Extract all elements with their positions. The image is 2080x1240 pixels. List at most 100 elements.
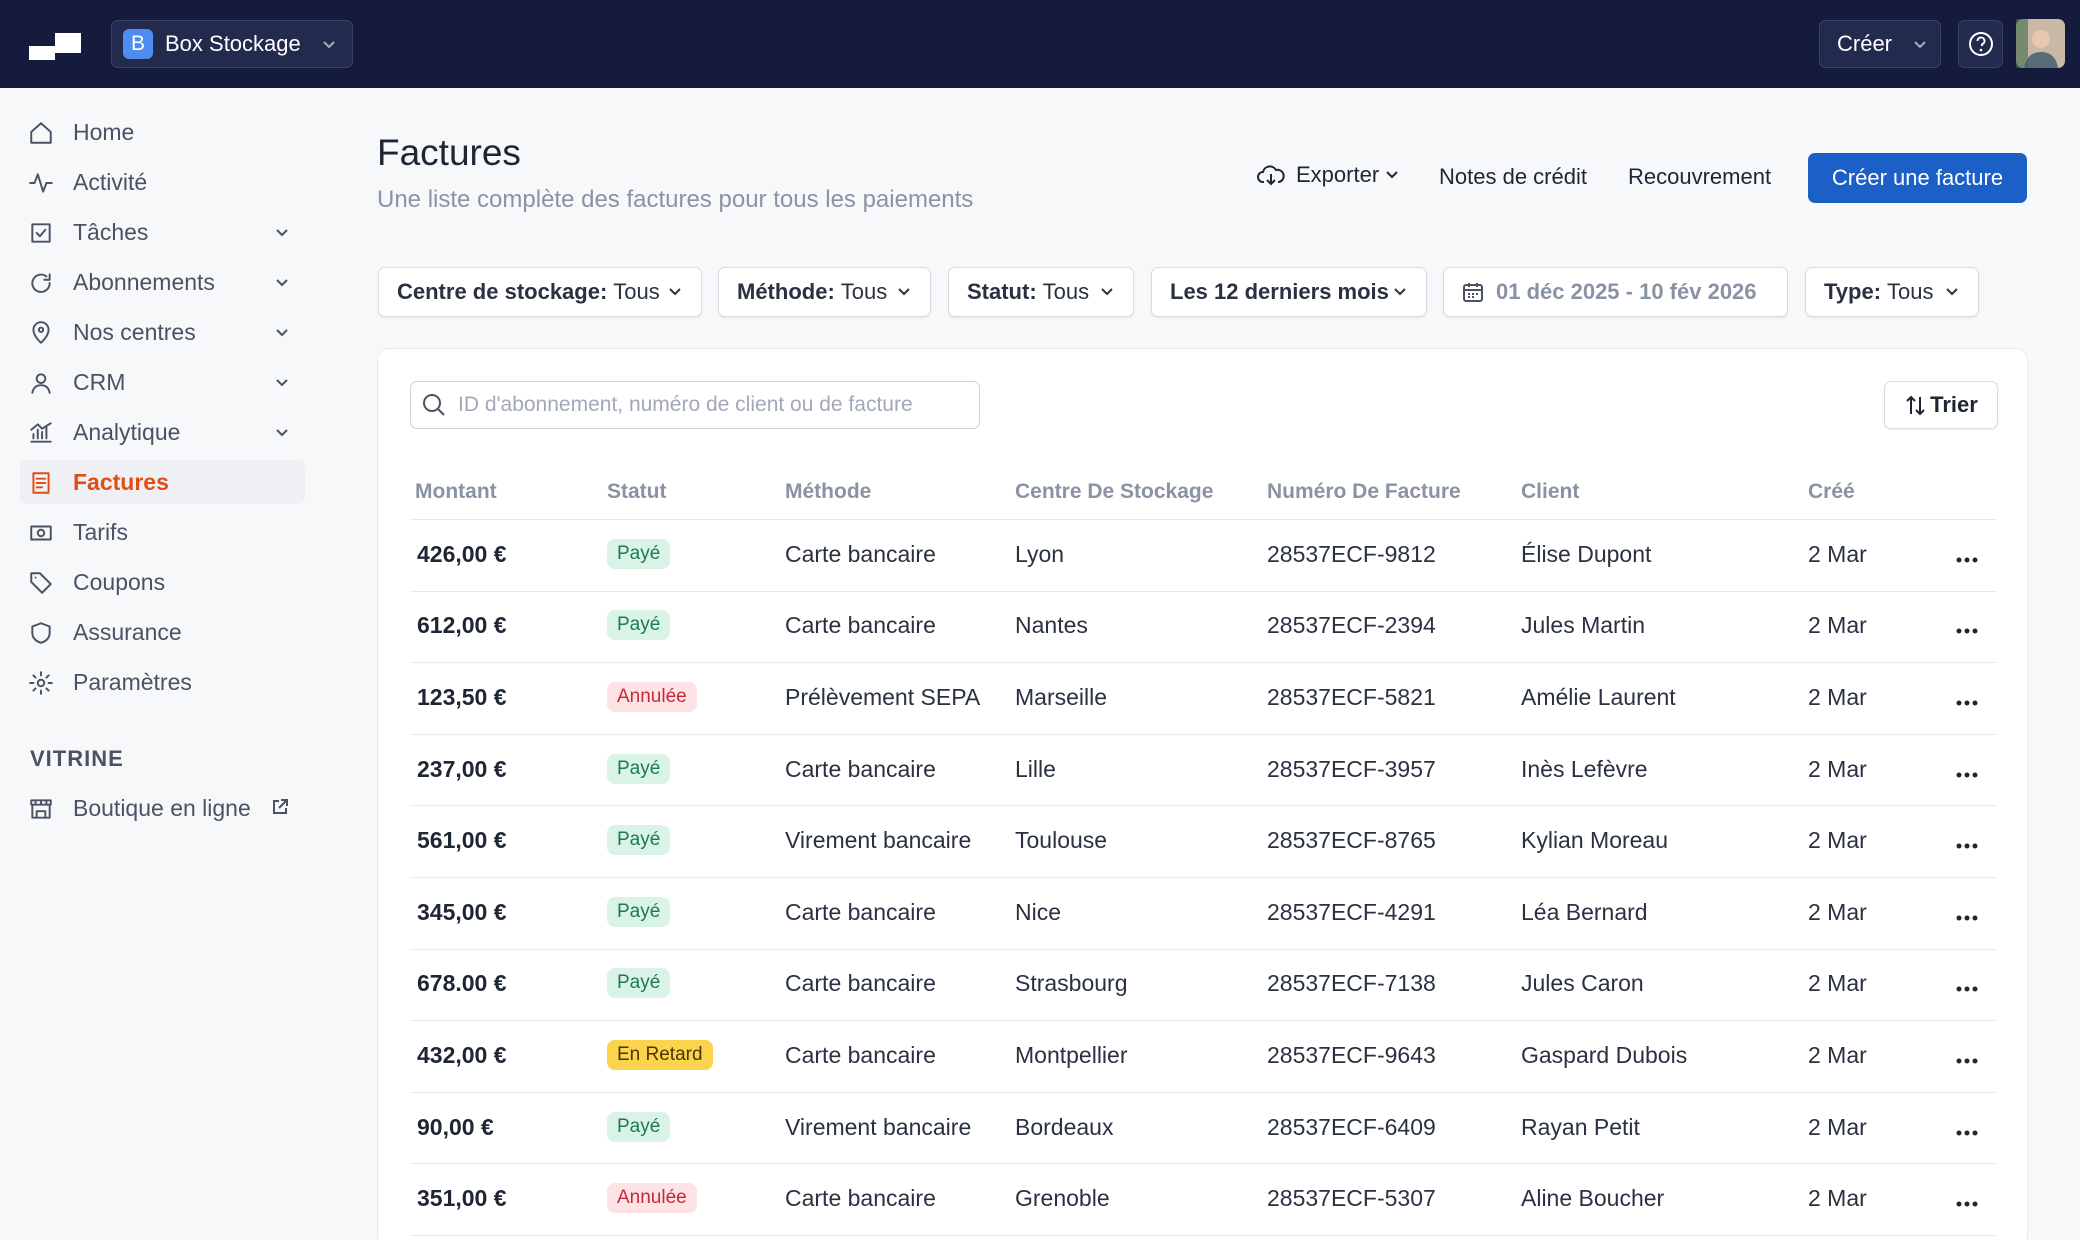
- cell-invoice: 28537ECF-5307: [1267, 1185, 1436, 1212]
- column-header: Numéro De Facture: [1267, 480, 1461, 503]
- filter-label: Centre de stockage:: [397, 279, 608, 304]
- status-badge: Payé: [607, 538, 671, 569]
- sort-button[interactable]: Trier: [1884, 381, 1998, 429]
- dots-icon: [1956, 557, 1978, 563]
- row-menu[interactable]: [1955, 694, 1979, 712]
- filter[interactable]: Les 12 derniers mois: [1151, 267, 1427, 317]
- chevron: [1101, 288, 1113, 296]
- export-button[interactable]: Exporter: [1256, 162, 1401, 188]
- row-menu[interactable]: [1955, 1052, 1979, 1070]
- create-menu[interactable]: Créer: [1819, 20, 1941, 68]
- nav-icon: [32, 472, 50, 494]
- nav-item[interactable]: Tarifs: [20, 510, 305, 554]
- chevron: [1946, 288, 1958, 296]
- export-label: Exporter: [1296, 162, 1380, 187]
- cell-client: Amélie Laurent: [1521, 684, 1676, 710]
- search-icon: [423, 394, 445, 416]
- search-input[interactable]: ID d'abonnement, numéro de client ou de …: [410, 381, 980, 429]
- filter[interactable]: Type: Tous: [1805, 267, 1979, 317]
- help-button[interactable]: [1958, 20, 2003, 68]
- row-menu[interactable]: [1955, 622, 1979, 640]
- create-label: Créer: [1837, 31, 1893, 56]
- chevron: [276, 279, 288, 287]
- filter-label: Méthode:: [737, 279, 835, 304]
- nav-label: Nos centres: [73, 318, 196, 345]
- nav-item[interactable]: Activité: [20, 160, 305, 204]
- nav-item[interactable]: Paramètres: [20, 660, 305, 704]
- date-range: 01 déc 2025 - 10 fév 2026: [1496, 279, 1757, 304]
- nav-item[interactable]: Coupons: [20, 560, 305, 604]
- cell-invoice: 28537ECF-2394: [1267, 612, 1436, 639]
- row-menu[interactable]: [1955, 766, 1979, 784]
- row-menu[interactable]: [1955, 551, 1979, 569]
- chevron: [1386, 171, 1398, 179]
- status-badge: Payé: [607, 896, 671, 927]
- nav-icon: [30, 422, 52, 443]
- chevron: [669, 288, 681, 296]
- cell-method: Carte bancaire: [785, 612, 936, 639]
- dots-icon: [1956, 1058, 1978, 1064]
- column-header: Centre De Stockage: [1015, 480, 1214, 503]
- amount: 426,00 €: [417, 540, 507, 567]
- filter-label: Statut:: [967, 279, 1037, 304]
- nav-icon: [31, 273, 51, 293]
- nav-icon: [30, 572, 52, 594]
- status-badge: Annulée: [607, 1183, 697, 1214]
- nav-icon: [31, 622, 51, 644]
- amount: 678.00 €: [417, 970, 507, 997]
- row-menu[interactable]: [1955, 909, 1979, 927]
- row-menu[interactable]: [1955, 1124, 1979, 1142]
- cell-client: Gaspard Dubois: [1521, 1042, 1688, 1068]
- nav-item[interactable]: Abonnements: [20, 260, 305, 304]
- cell-method: Virement bancaire: [785, 827, 972, 854]
- nav-icon: [30, 122, 52, 144]
- row-menu[interactable]: [1955, 1195, 1979, 1213]
- filter[interactable]: 01 déc 2025 - 10 fév 2026: [1443, 267, 1788, 317]
- dots-icon: [1956, 1201, 1978, 1207]
- dots-icon: [1956, 843, 1978, 849]
- filter[interactable]: Statut: Tous: [948, 267, 1134, 317]
- cell-client: Élise Dupont: [1521, 540, 1652, 567]
- cell-client: Inès Lefèvre: [1521, 755, 1648, 782]
- amount: 123,50 €: [417, 684, 507, 710]
- row-menu[interactable]: [1955, 980, 1979, 998]
- sidebar: Home Activité Tâches Abonnements Nos centres…: [0, 88, 330, 1240]
- nav-item[interactable]: CRM: [20, 360, 305, 404]
- nav-item[interactable]: Nos centres: [20, 310, 305, 354]
- amount: 345,00 €: [417, 898, 507, 925]
- help-icon: [1968, 32, 1993, 56]
- workspace-switcher[interactable]: B Box Stockage: [111, 20, 353, 68]
- nav-item[interactable]: Tâches: [20, 210, 305, 254]
- nav-label: Abonnements: [73, 268, 215, 295]
- avatar[interactable]: [2016, 19, 2065, 68]
- dots-icon: [1956, 986, 1978, 992]
- recovery-link[interactable]: Recouvrement: [1628, 164, 1772, 189]
- row-divider: [410, 519, 1996, 520]
- chevron: [323, 41, 335, 49]
- column-header: Statut: [607, 480, 667, 503]
- nav-item[interactable]: Boutique en ligne: [20, 786, 305, 830]
- nav-item[interactable]: Home: [20, 110, 305, 154]
- amount: 237,00 €: [417, 755, 507, 782]
- nav-label: Assurance: [73, 618, 182, 645]
- status-badge: Payé: [607, 753, 671, 784]
- nav-label: Tarifs: [73, 518, 128, 545]
- credit-notes-link[interactable]: Notes de crédit: [1439, 164, 1587, 189]
- nav-item[interactable]: Factures: [20, 460, 305, 504]
- workspace-initial: B: [123, 29, 153, 59]
- filter[interactable]: Méthode: Tous: [718, 267, 931, 317]
- cell-created: 2 Mar: [1808, 898, 1867, 925]
- invoices-card: [377, 348, 2028, 1240]
- nav-label: Analytique: [73, 418, 181, 445]
- row-menu[interactable]: [1955, 837, 1979, 855]
- sort-icon: [1906, 395, 1925, 416]
- nav-label: Paramètres: [73, 668, 192, 695]
- filter[interactable]: Centre de stockage: Tous: [378, 267, 702, 317]
- logo: [29, 33, 81, 60]
- cell-center: Lille: [1015, 755, 1056, 782]
- create-invoice-button[interactable]: Créer une facture: [1808, 153, 2027, 203]
- nav-item[interactable]: Analytique: [20, 410, 305, 454]
- amount: 351,00 €: [417, 1185, 507, 1212]
- nav-item[interactable]: Assurance: [20, 610, 305, 654]
- cell-client: Rayan Petit: [1521, 1113, 1640, 1140]
